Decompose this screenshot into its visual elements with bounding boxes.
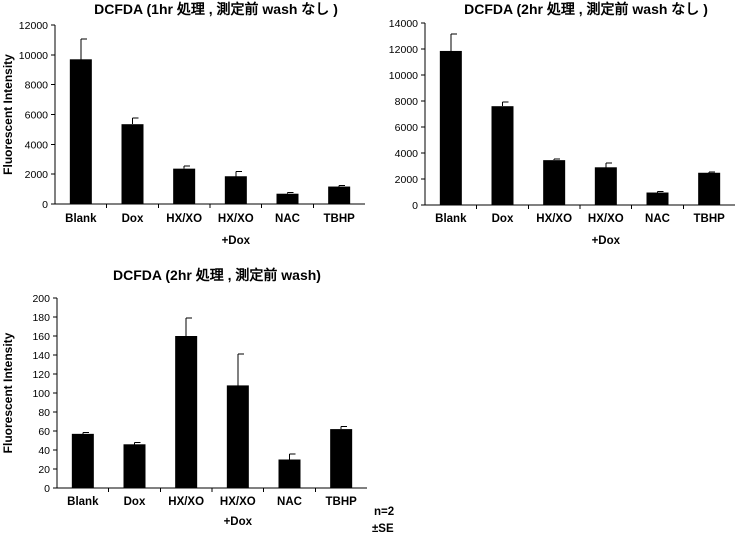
x-tick-sublabel: +Dox (592, 235, 621, 247)
y-tick-label: 20 (38, 464, 50, 476)
y-tick-label: 2000 (395, 174, 419, 186)
y-tick-label: 12000 (389, 44, 418, 56)
x-tick-label: Dox (492, 213, 514, 225)
x-tick-sublabel: +Dox (222, 235, 251, 247)
y-tick-label: 120 (32, 369, 50, 381)
x-tick-label: HX/XO (218, 213, 254, 225)
y-tick-label: 8000 (395, 96, 419, 108)
bar-nac (278, 459, 301, 488)
x-tick-label: HX/XO (166, 213, 202, 225)
y-tick-label: 140 (32, 350, 50, 362)
note-se: ±SE (372, 523, 394, 535)
x-tick-sublabel: +Dox (224, 516, 253, 528)
y-tick-label: 80 (38, 407, 50, 419)
y-tick-label: 4000 (395, 148, 419, 160)
y-tick-label: 8000 (25, 80, 49, 92)
x-tick-label: Blank (67, 496, 99, 508)
bar-tbhp (328, 186, 351, 204)
y-tick-label: 12000 (19, 20, 48, 32)
note-n: n=2 (374, 506, 394, 518)
bar-hx-xo (594, 167, 617, 205)
bar-hx-xo (224, 176, 247, 204)
chart-title: DCFDA (1hr 処理 , 測定前 wash なし ) (94, 1, 338, 17)
x-tick-label: HX/XO (588, 213, 624, 225)
y-tick-label: 2000 (25, 169, 49, 181)
bar-hx-xo (543, 160, 566, 205)
chart-title: DCFDA (2hr 処理 , 測定前 wash なし ) (464, 1, 708, 17)
x-tick-label: TBHP (326, 496, 358, 508)
x-tick-label: TBHP (694, 213, 726, 225)
chart-2hr-wash: DCFDA (2hr 処理 , 測定前 wash) Fluorescent Int… (1, 267, 367, 528)
y-tick-label: 10000 (389, 70, 418, 82)
x-tick-label: Blank (65, 213, 97, 225)
bar-hx-xo (226, 385, 249, 488)
y-axis-label: Fluorescent Intensity (1, 332, 15, 453)
y-tick-label: 180 (32, 312, 50, 324)
x-tick-label: HX/XO (168, 496, 204, 508)
y-tick-label: 14000 (389, 18, 418, 30)
y-tick-label: 6000 (395, 122, 419, 134)
y-tick-label: 200 (32, 293, 50, 305)
bar-blank (71, 433, 94, 488)
y-tick-label: 0 (44, 483, 50, 495)
bar-blank (69, 59, 92, 204)
x-tick-label: HX/XO (536, 213, 572, 225)
y-tick-label: 60 (38, 426, 50, 438)
x-tick-label: HX/XO (220, 496, 256, 508)
x-tick-label: NAC (277, 496, 302, 508)
y-tick-label: 100 (32, 388, 50, 400)
bar-blank (439, 50, 462, 206)
chart-title: DCFDA (2hr 処理 , 測定前 wash) (113, 267, 321, 283)
chart-2hr-no-wash: DCFDA (2hr 処理 , 測定前 wash なし ) 0 2000 4000 60… (389, 1, 735, 247)
y-tick-label: 4000 (25, 139, 49, 151)
bar-nac (646, 192, 669, 205)
bar-hx-xo (175, 336, 198, 488)
x-tick-label: NAC (645, 213, 670, 225)
y-tick-label: 0 (42, 199, 48, 211)
bar-tbhp (698, 172, 721, 205)
y-axis-label: Fluorescent Intensity (1, 54, 15, 175)
bar-dox (121, 124, 144, 204)
x-tick-label: Dox (124, 496, 146, 508)
bar-dox (491, 106, 514, 205)
bar-tbhp (330, 429, 353, 488)
bar-dox (123, 444, 146, 488)
x-tick-label: NAC (275, 213, 300, 225)
x-tick-label: Dox (122, 213, 144, 225)
x-tick-label: TBHP (324, 213, 356, 225)
x-tick-label: Blank (435, 213, 467, 225)
y-tick-label: 160 (32, 331, 50, 343)
chart-1hr-no-wash: DCFDA (1hr 処理 , 測定前 wash なし ) Fluorescent… (1, 1, 365, 247)
y-tick-label: 10000 (19, 50, 48, 62)
y-tick-label: 0 (412, 200, 418, 212)
bar-nac (276, 193, 299, 204)
bar-hx-xo (173, 168, 196, 204)
y-tick-label: 40 (38, 445, 50, 457)
y-tick-label: 6000 (25, 110, 49, 122)
